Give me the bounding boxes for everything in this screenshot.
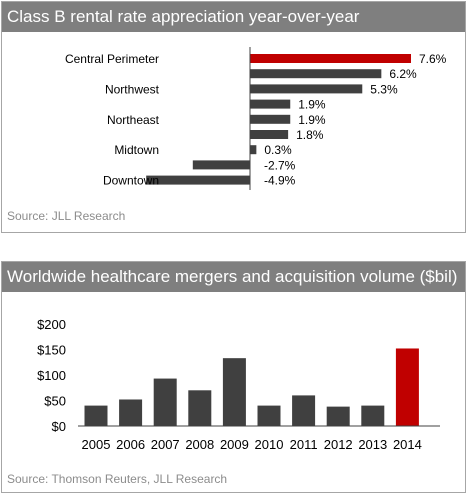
category-label-2: Northwest: [105, 82, 160, 96]
bar-2010: [257, 405, 281, 426]
x-tick-label-2007: 2007: [151, 437, 180, 452]
bar-6: [250, 145, 257, 155]
healthcare-ma-chart-title: Worldwide healthcare mergers and acquisi…: [2, 262, 465, 292]
data-label-6: 0.3%: [264, 143, 292, 157]
y-tick-label-4: $0: [52, 419, 66, 434]
data-label-2: 5.3%: [370, 82, 398, 96]
data-label-0: 7.6%: [419, 52, 447, 66]
bar-2012: [326, 406, 350, 426]
x-tick-label-2010: 2010: [255, 437, 284, 452]
y-tick-label-3: $50: [44, 394, 66, 409]
bar-7: [192, 160, 250, 170]
bar-2006: [119, 399, 143, 426]
data-label-4: 1.9%: [298, 113, 326, 127]
healthcare-ma-bar-chart: $200 $150 $100 $50 $0 2005 2006 2007 2008 2009 201…: [37, 317, 440, 452]
bar-2011: [292, 395, 316, 426]
x-tick-label-2009: 2009: [220, 437, 249, 452]
x-tick-label-2006: 2006: [116, 437, 145, 452]
x-tick-label-2012: 2012: [324, 437, 353, 452]
rental-rate-chart-title: Class B rental rate appreciation year-ov…: [2, 2, 465, 32]
x-tick-label-2011: 2011: [290, 437, 318, 452]
bar-2: [250, 84, 363, 94]
y-tick-label-0: $200: [37, 317, 66, 332]
bar-2007: [153, 378, 177, 426]
category-label-0: Central Perimeter: [65, 52, 159, 66]
category-label-8: Downtown: [103, 174, 159, 188]
category-label-6: Midtown: [114, 143, 159, 157]
data-label-1: 6.2%: [389, 67, 417, 81]
category-label-4: Northeast: [107, 113, 160, 127]
data-label-7: -2.7%: [264, 158, 296, 172]
healthcare-ma-source: Source: Thomson Reuters, JLL Research: [7, 472, 228, 486]
y-tick-label-1: $150: [37, 343, 66, 358]
bar-0: [250, 54, 411, 63]
bar-5: [250, 130, 289, 139]
data-label-3: 1.9%: [298, 98, 326, 112]
rental-rate-source: Source: JLL Research: [7, 209, 126, 223]
data-label-8: -4.9%: [264, 174, 296, 188]
bar-8: [146, 175, 250, 185]
bar-2005: [84, 405, 108, 426]
x-tick-label-2014: 2014: [393, 437, 422, 452]
data-label-5: 1.8%: [296, 128, 324, 142]
bar-3: [250, 99, 291, 109]
y-tick-label-2: $100: [37, 368, 66, 383]
bar-2008: [188, 390, 212, 426]
bar-2013: [361, 405, 385, 426]
bar-2009: [222, 358, 246, 426]
rental-rate-bar-chart: 7.6% Central Perimeter 6.2%5.3% Northwest 1.…: [65, 47, 447, 190]
rental-rate-chart-panel: Class B rental rate appreciation year-ov…: [1, 1, 466, 233]
bar-2014: [395, 348, 419, 426]
bar-4: [250, 114, 291, 124]
bar-1: [250, 69, 382, 79]
x-tick-label-2005: 2005: [82, 437, 111, 452]
x-tick-label-2008: 2008: [185, 437, 214, 452]
healthcare-ma-chart-panel: Worldwide healthcare mergers and acquisi…: [1, 261, 466, 493]
x-tick-label-2013: 2013: [358, 437, 387, 452]
